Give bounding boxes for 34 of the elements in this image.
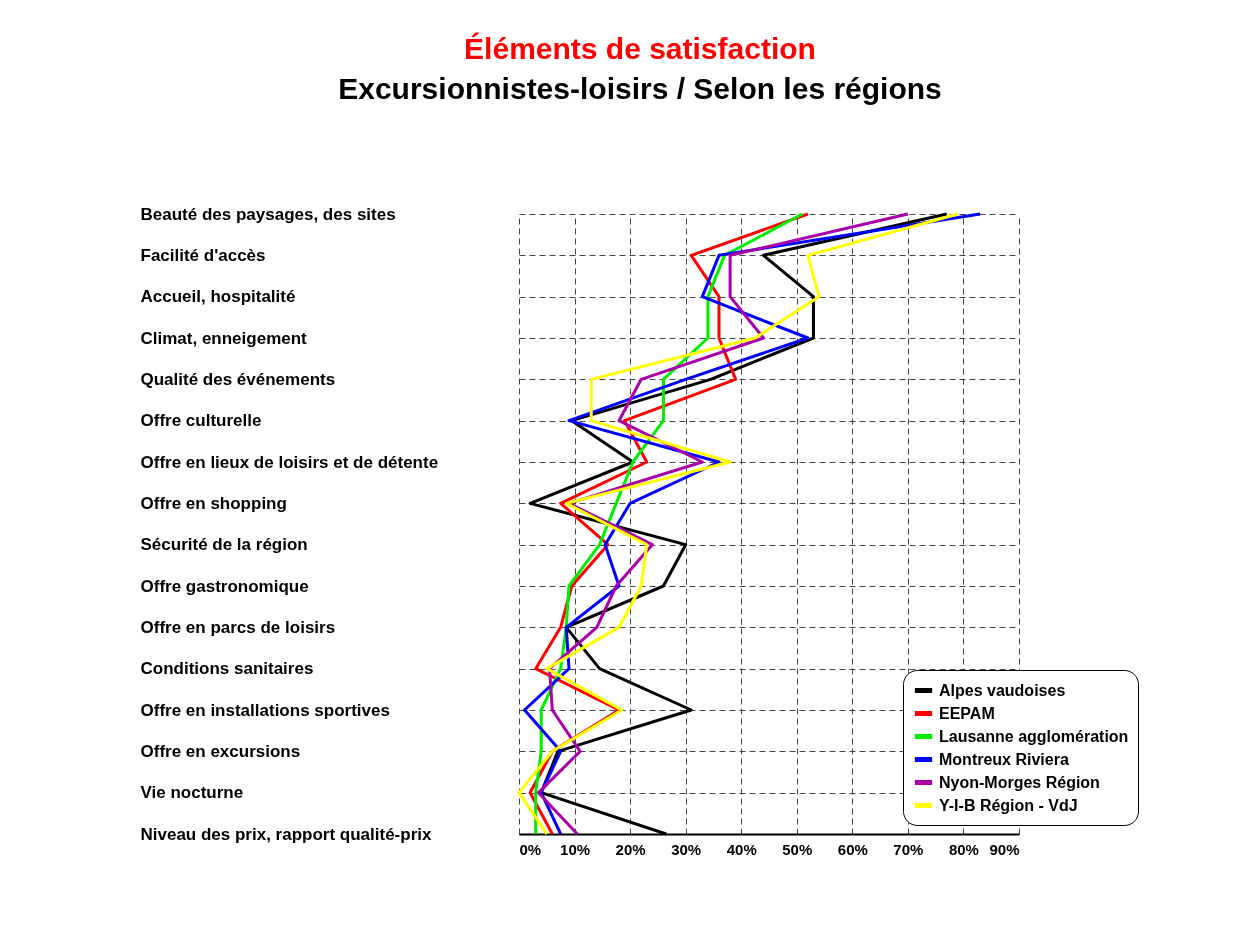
x-tick-label: 0%: [519, 840, 542, 858]
y-tick-label: Offre gastronomique: [140, 576, 309, 596]
y-tick-label: Offre culturelle: [140, 411, 262, 431]
chart-subtitle: Excursionnistes-loisirs / Selon les régions: [338, 72, 942, 105]
chart-title: Éléments de satisfaction: [464, 32, 816, 65]
x-tick-label: 90%: [989, 840, 1020, 858]
y-tick-label: Offre en shopping: [140, 493, 287, 513]
y-tick-label: Climat, enneigement: [140, 328, 308, 348]
legend-label: Nyon-Morges Région: [939, 773, 1100, 791]
legend-label: Montreux Riviera: [939, 750, 1069, 768]
legend-label: Lausanne agglomération: [939, 727, 1129, 745]
legend-label: Y-I-B Région - VdJ: [939, 796, 1078, 814]
x-tick-label: 80%: [948, 840, 979, 858]
x-tick-label: 20%: [615, 840, 646, 858]
y-tick-label: Sécurité de la région: [140, 535, 308, 555]
legend-label: Alpes vaudoises: [939, 681, 1066, 699]
x-tick-label: 40%: [726, 840, 757, 858]
y-tick-label: Offre en excursions: [140, 741, 301, 761]
y-tick-label: Offre en parcs de loisirs: [140, 617, 336, 637]
y-tick-label: Vie nocturne: [140, 783, 244, 803]
x-tick-label: 60%: [837, 840, 868, 858]
x-tick-label: 10%: [560, 840, 591, 858]
y-tick-label: Conditions sanitaires: [140, 659, 314, 679]
x-tick-label: 50%: [782, 840, 813, 858]
y-tick-label: Accueil, hospitalité: [140, 287, 296, 307]
y-tick-label: Offre en lieux de loisirs et de détente: [140, 452, 439, 472]
x-tick-label: 30%: [671, 840, 702, 858]
x-tick-label: 70%: [893, 840, 924, 858]
legend-label: EEPAM: [939, 704, 995, 722]
y-tick-label: Facilité d'accès: [140, 245, 266, 265]
y-tick-label: Niveau des prix, rapport qualité-prix: [140, 824, 432, 844]
y-tick-label: Beauté des paysages, des sites: [140, 204, 396, 224]
y-tick-label: Qualité des événements: [140, 369, 336, 389]
y-tick-label: Offre en installations sportives: [140, 700, 390, 720]
